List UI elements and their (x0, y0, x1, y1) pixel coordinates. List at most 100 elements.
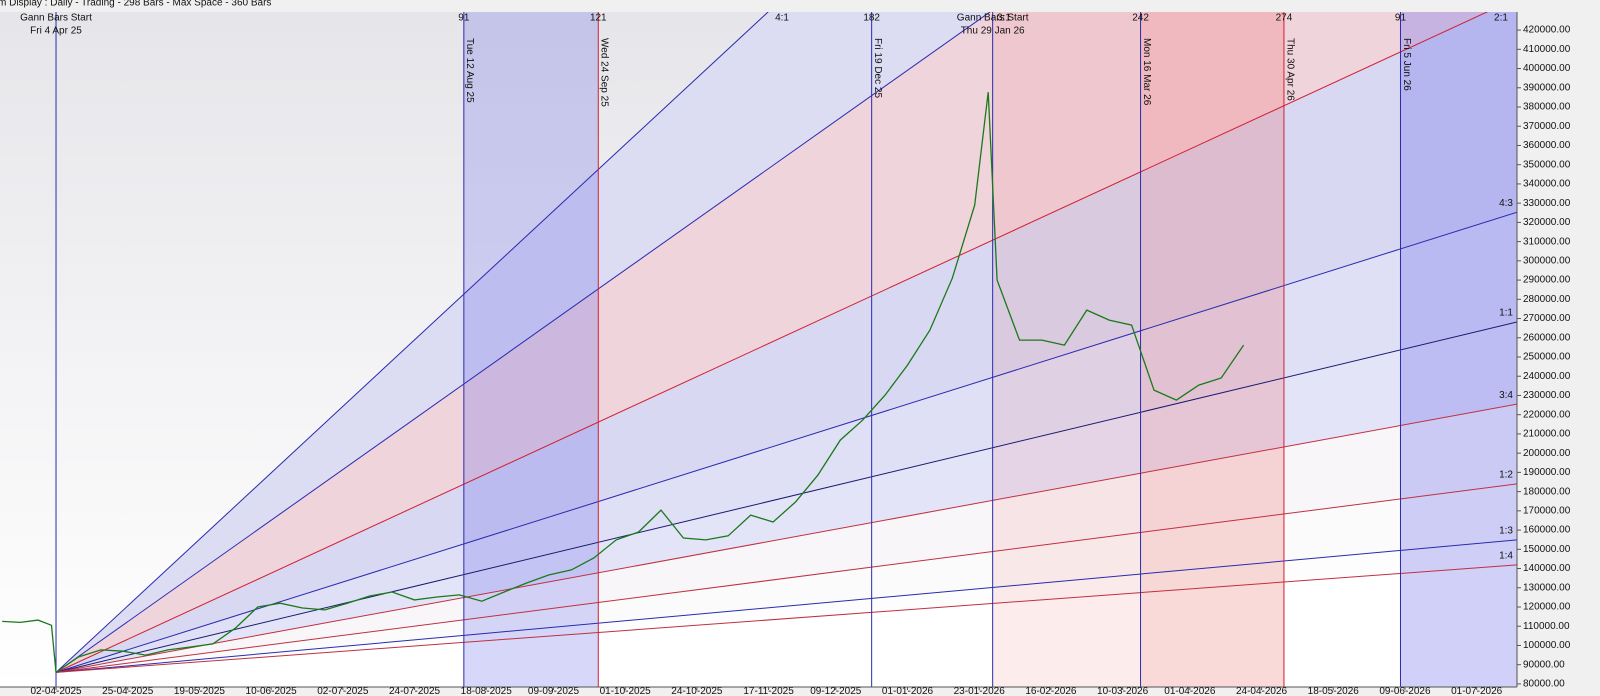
y-tick-label: 380000.00 (1523, 102, 1571, 113)
fan-label: 3:4 (1499, 390, 1513, 401)
marker-date: Fri 19 Dec 25 (872, 38, 883, 98)
y-tick-label: 160000.00 (1523, 525, 1571, 536)
y-tick-label: 390000.00 (1523, 82, 1571, 93)
marker-date: Thu 30 Apr 26 (1284, 38, 1295, 101)
fan-line (55, 564, 1517, 673)
fan-line (55, 12, 1489, 673)
x-tick-label: 09-06-2026 (1379, 686, 1431, 696)
y-tick-label: 210000.00 (1523, 429, 1571, 440)
fan-label: 4:1 (775, 13, 789, 24)
x-tick-label: 09-12-2025 (810, 686, 862, 696)
marker-date: Fri 5 Jun 26 (1401, 38, 1412, 91)
y-tick-label: 140000.00 (1523, 563, 1571, 574)
fan-line (55, 211, 1517, 673)
fan-line (55, 403, 1517, 673)
x-tick-label: 16-02-2026 (1025, 686, 1077, 696)
x-tick-label: 18-05-2026 (1308, 686, 1360, 696)
y-tick-label: 350000.00 (1523, 159, 1571, 170)
x-tick-label: 24-10-2025 (671, 686, 723, 696)
fan-zone (56, 12, 1517, 673)
y-tick-label: 290000.00 (1523, 275, 1571, 286)
y-tick-label: 130000.00 (1523, 582, 1571, 593)
marker-count: 121 (590, 13, 607, 24)
marker-count: 242 (1132, 13, 1149, 24)
x-tick-label: 17-11-2025 (743, 686, 794, 696)
marker-title: Gann Bars Start (957, 13, 1029, 24)
x-tick-label: 01-10-2025 (600, 686, 652, 696)
y-tick-label: 200000.00 (1523, 448, 1571, 459)
marker-date: Mon 16 Mar 26 (1141, 38, 1152, 106)
marker-date: Wed 24 Sep 25 (599, 38, 610, 107)
y-tick-label: 370000.00 (1523, 121, 1571, 132)
time-band (1140, 12, 1284, 687)
x-tick-label: 09-09-2025 (528, 686, 580, 696)
header: m Display : Daily - Trading - 298 Bars -… (0, 0, 271, 9)
x-tick-label: 02-04-2025 (30, 686, 82, 696)
y-tick-label: 90000.00 (1523, 659, 1565, 670)
y-tick-label: 190000.00 (1523, 467, 1571, 478)
marker-date: Thu 29 Jan 26 (961, 26, 1025, 37)
x-tick-label: 10-06-2025 (246, 686, 298, 696)
y-tick-label: 410000.00 (1523, 44, 1571, 55)
marker-date: Fri 4 Apr 25 (30, 26, 82, 37)
x-tick-label: 23-01-2026 (954, 686, 1006, 696)
marker-count: 182 (863, 13, 880, 24)
x-tick-label: 24-04-2026 (1236, 686, 1288, 696)
fan-line (55, 483, 1517, 673)
y-tick-label: 250000.00 (1523, 352, 1571, 363)
overlay: 4:1 3:1 2:1 4:3 1:1 3:4 1:2 1:3 1:4 Gann Bars Sta… (20, 13, 1513, 562)
fan-line (55, 12, 769, 673)
fan-label: 1:4 (1499, 551, 1513, 562)
y-tick-label: 330000.00 (1523, 198, 1571, 209)
y-tick-label: 320000.00 (1523, 217, 1571, 228)
fan-label: 1:3 (1499, 526, 1513, 537)
y-tick-label: 170000.00 (1523, 505, 1571, 516)
y-tick-label: 120000.00 (1523, 602, 1571, 613)
y-tick-label: 280000.00 (1523, 294, 1571, 305)
y-tick-label: 340000.00 (1523, 179, 1571, 190)
y-tick-label: 110000.00 (1523, 621, 1570, 632)
y-tick-label: 100000.00 (1523, 640, 1571, 651)
y-tick-label: 420000.00 (1523, 25, 1571, 36)
y-tick-label: 220000.00 (1523, 409, 1571, 420)
marker-count: 274 (1276, 13, 1293, 24)
y-tick-label: 260000.00 (1523, 332, 1571, 343)
marker-date: Tue 12 Aug 25 (464, 38, 475, 103)
fan-line (55, 539, 1517, 673)
y-tick-label: 400000.00 (1523, 63, 1571, 74)
x-tick-label: 01-01-2026 (882, 686, 934, 696)
fan-label: 1:1 (1499, 308, 1513, 319)
x-tick-label: 24-07-2025 (389, 686, 441, 696)
time-band (463, 12, 599, 687)
fan-label: 1:2 (1499, 470, 1513, 481)
price-line (2, 92, 1245, 674)
y-tick-label: 80000.00 (1523, 679, 1565, 690)
x-tick-label: 10-03-2026 (1097, 686, 1149, 696)
time-band (992, 12, 1141, 687)
marker-title: Gann Bars Start (20, 13, 92, 24)
y-tick-label: 300000.00 (1523, 255, 1571, 266)
y-tick-label: 180000.00 (1523, 486, 1571, 497)
x-tick-label: 02-07-2025 (317, 686, 369, 696)
marker-count: 91 (458, 13, 470, 24)
x-tick-label: 19-05-2025 (174, 686, 226, 696)
time-band (1400, 12, 1517, 687)
plot-area (2, 12, 1517, 687)
fan-zone (56, 564, 1517, 687)
fan-label: 4:3 (1499, 198, 1513, 209)
fan-line (55, 321, 1517, 673)
fan-line (55, 12, 991, 673)
fan-label: 2:1 (1494, 13, 1508, 24)
y-tick-label: 270000.00 (1523, 313, 1571, 324)
y-tick-label: 310000.00 (1523, 236, 1571, 247)
x-tick-label: 18-08-2025 (461, 686, 513, 696)
marker-count: 91 (1395, 13, 1407, 24)
x-tick-label: 01-07-2026 (1451, 686, 1503, 696)
y-tick-label: 360000.00 (1523, 140, 1571, 151)
x-tick-label: 25-04-2025 (102, 686, 154, 696)
y-tick-label: 240000.00 (1523, 371, 1571, 382)
y-tick-label: 230000.00 (1523, 390, 1571, 401)
y-tick-label: 150000.00 (1523, 544, 1571, 555)
